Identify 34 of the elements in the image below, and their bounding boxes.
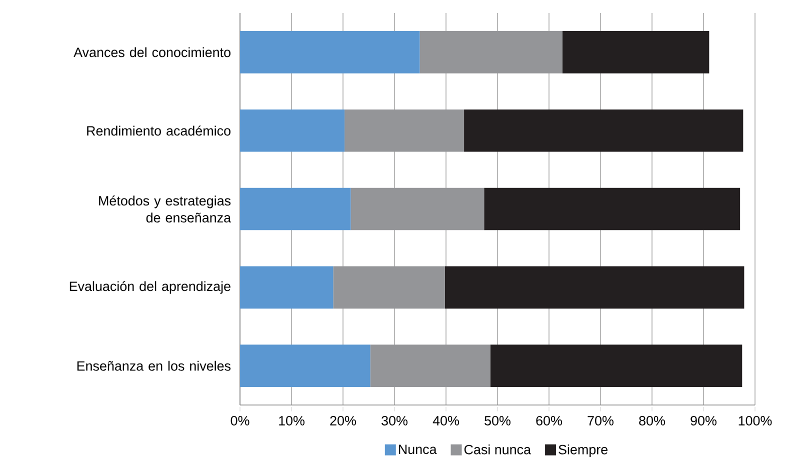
- bar: [464, 109, 744, 152]
- bar: [344, 109, 464, 152]
- bar: [490, 344, 742, 387]
- bar: [484, 188, 740, 230]
- x-tick-label: 70%: [588, 416, 614, 426]
- x-tick-label: 10%: [279, 416, 304, 426]
- legend-label: Siempre: [558, 444, 608, 457]
- legend-label: Casi nunca: [464, 444, 532, 454]
- x-tick-label: 20%: [330, 416, 356, 426]
- bar: [333, 266, 445, 309]
- bar: [240, 188, 351, 230]
- legend-label: Nunca: [399, 444, 437, 454]
- bar: [370, 344, 490, 387]
- y-tick-label: Métodos y estrategias de enseñanza: [99, 196, 232, 222]
- x-tick-label: 90%: [690, 416, 716, 426]
- y-tick-label: Evaluación del aprendizaje: [70, 281, 230, 294]
- bar: [240, 344, 370, 387]
- y-tick-label: Enseñanza en los niveles: [77, 360, 231, 371]
- x-tick-label: 30%: [382, 416, 408, 426]
- x-tick-label: 40%: [432, 416, 459, 426]
- x-tick-label: 100%: [738, 416, 772, 426]
- bar: [350, 188, 484, 230]
- bar: [240, 109, 345, 152]
- x-tick-label: 80%: [639, 416, 665, 426]
- bar: [562, 31, 710, 74]
- x-tick-label: 60%: [536, 416, 562, 426]
- x-tick-label: 50%: [484, 416, 510, 426]
- y-tick-label: Avances del conocimiento: [74, 47, 230, 58]
- bar: [420, 31, 562, 74]
- bar: [444, 266, 744, 309]
- bar: [240, 31, 420, 74]
- bar: [240, 266, 334, 309]
- x-tick-label: 0%: [230, 416, 250, 426]
- y-tick-label: Rendimiento académico: [87, 126, 230, 136]
